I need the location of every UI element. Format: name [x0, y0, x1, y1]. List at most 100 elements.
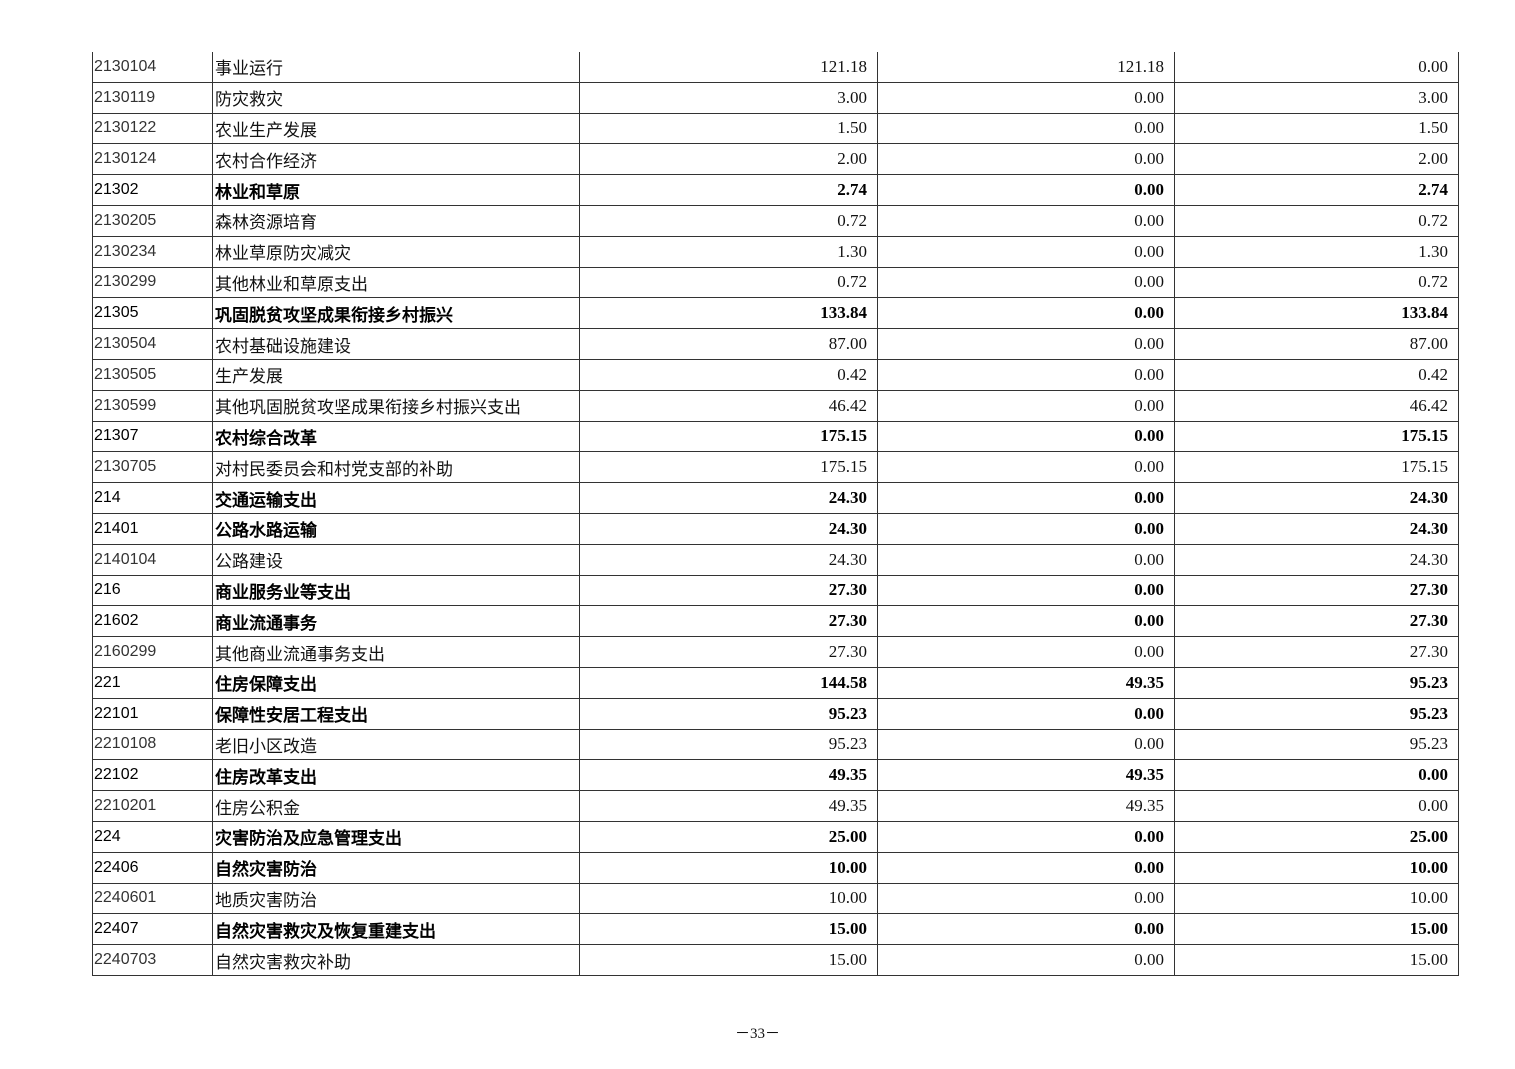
total-amount: 0.72 — [579, 204, 878, 237]
subject-name: 自然灾害防治 — [212, 851, 580, 884]
subject-code: 2130104 — [92, 52, 213, 83]
subject-name: 防灾救灾 — [212, 81, 580, 114]
total-amount: 95.23 — [579, 697, 878, 730]
project-expenditure: 10.00 — [1174, 851, 1459, 884]
total-amount: 15.00 — [579, 944, 878, 976]
total-amount: 46.42 — [579, 389, 878, 422]
project-expenditure: 24.30 — [1174, 543, 1459, 576]
subject-code: 216 — [92, 574, 213, 607]
total-amount: 49.35 — [579, 790, 878, 822]
basic-expenditure: 0.00 — [877, 574, 1175, 607]
subject-code: 2130122 — [92, 112, 213, 145]
subject-name: 商业服务业等支出 — [212, 574, 580, 607]
subject-name: 林业草原防灾减灾 — [212, 235, 580, 268]
table-row: 22101 保障性安居工程支出 95.23 0.00 95.23 — [92, 697, 1459, 730]
subject-name: 商业流通事务 — [212, 605, 580, 638]
subject-code: 2130505 — [92, 358, 213, 391]
basic-expenditure: 0.00 — [877, 266, 1175, 299]
basic-expenditure: 0.00 — [877, 389, 1175, 422]
table-row: 22102 住房改革支出 49.35 49.35 0.00 — [92, 759, 1459, 792]
table-row: 21307 农村综合改革 175.15 0.00 175.15 — [92, 420, 1459, 453]
table-row: 216 商业服务业等支出 27.30 0.00 27.30 — [92, 574, 1459, 607]
table-row: 2130234 林业草原防灾减灾 1.30 0.00 1.30 — [92, 235, 1459, 268]
subject-code: 22406 — [92, 851, 213, 884]
table-row: 2130122 农业生产发展 1.50 0.00 1.50 — [92, 112, 1459, 145]
basic-expenditure: 0.00 — [877, 81, 1175, 114]
subject-code: 2130299 — [92, 266, 213, 299]
table-row: 2160299 其他商业流通事务支出 27.30 0.00 27.30 — [92, 636, 1459, 668]
subject-code: 2210201 — [92, 790, 213, 822]
basic-expenditure: 0.00 — [877, 174, 1175, 206]
subject-code: 224 — [92, 820, 213, 853]
subject-name: 农业生产发展 — [212, 112, 580, 145]
subject-name: 林业和草原 — [212, 174, 580, 206]
subject-code: 2130119 — [92, 81, 213, 114]
subject-code: 2130504 — [92, 328, 213, 360]
table-row: 224 灾害防治及应急管理支出 25.00 0.00 25.00 — [92, 820, 1459, 853]
table-row: 2130705 对村民委员会和村党支部的补助 175.15 0.00 175.15 — [92, 451, 1459, 484]
project-expenditure: 24.30 — [1174, 482, 1459, 514]
table-row: 21305 巩固脱贫攻坚成果衔接乡村振兴 133.84 0.00 133.84 — [92, 297, 1459, 330]
subject-name: 生产发展 — [212, 358, 580, 391]
project-expenditure: 15.00 — [1174, 944, 1459, 976]
total-amount: 2.00 — [579, 143, 878, 176]
basic-expenditure: 0.00 — [877, 297, 1175, 330]
basic-expenditure: 0.00 — [877, 143, 1175, 176]
subject-code: 21307 — [92, 420, 213, 453]
subject-name: 森林资源培育 — [212, 204, 580, 237]
basic-expenditure: 49.35 — [877, 666, 1175, 699]
table-row: 214 交通运输支出 24.30 0.00 24.30 — [92, 482, 1459, 514]
subject-name: 农村基础设施建设 — [212, 328, 580, 360]
project-expenditure: 0.72 — [1174, 204, 1459, 237]
total-amount: 0.72 — [579, 266, 878, 299]
basic-expenditure: 0.00 — [877, 235, 1175, 268]
project-expenditure: 1.50 — [1174, 112, 1459, 145]
subject-code: 214 — [92, 482, 213, 514]
table-row: 2130205 森林资源培育 0.72 0.00 0.72 — [92, 204, 1459, 237]
basic-expenditure: 0.00 — [877, 204, 1175, 237]
subject-code: 2140104 — [92, 543, 213, 576]
project-expenditure: 2.00 — [1174, 143, 1459, 176]
project-expenditure: 25.00 — [1174, 820, 1459, 853]
total-amount: 24.30 — [579, 512, 878, 545]
project-expenditure: 3.00 — [1174, 81, 1459, 114]
project-expenditure: 95.23 — [1174, 666, 1459, 699]
subject-name: 交通运输支出 — [212, 482, 580, 514]
basic-expenditure: 0.00 — [877, 820, 1175, 853]
table-row: 221 住房保障支出 144.58 49.35 95.23 — [92, 666, 1459, 699]
project-expenditure: 0.72 — [1174, 266, 1459, 299]
subject-name: 事业运行 — [212, 52, 580, 83]
basic-expenditure: 0.00 — [877, 328, 1175, 360]
table-row: 2240703 自然灾害救灾补助 15.00 0.00 15.00 — [92, 944, 1459, 976]
table-row: 21401 公路水路运输 24.30 0.00 24.30 — [92, 512, 1459, 545]
basic-expenditure: 0.00 — [877, 944, 1175, 976]
total-amount: 27.30 — [579, 574, 878, 607]
subject-code: 2130234 — [92, 235, 213, 268]
subject-code: 221 — [92, 666, 213, 699]
basic-expenditure: 0.00 — [877, 358, 1175, 391]
basic-expenditure: 0.00 — [877, 636, 1175, 668]
total-amount: 3.00 — [579, 81, 878, 114]
table-row: 2130599 其他巩固脱贫攻坚成果衔接乡村振兴支出 46.42 0.00 46.42 — [92, 389, 1459, 422]
basic-expenditure: 0.00 — [877, 112, 1175, 145]
subject-name: 地质灾害防治 — [212, 882, 580, 915]
table-row: 21602 商业流通事务 27.30 0.00 27.30 — [92, 605, 1459, 638]
basic-expenditure: 0.00 — [877, 605, 1175, 638]
total-amount: 1.50 — [579, 112, 878, 145]
subject-name: 灾害防治及应急管理支出 — [212, 820, 580, 853]
subject-code: 21602 — [92, 605, 213, 638]
total-amount: 175.15 — [579, 420, 878, 453]
project-expenditure: 0.00 — [1174, 52, 1459, 83]
table-row: 2240601 地质灾害防治 10.00 0.00 10.00 — [92, 882, 1459, 915]
subject-name: 其他商业流通事务支出 — [212, 636, 580, 668]
subject-name: 自然灾害救灾及恢复重建支出 — [212, 913, 580, 946]
table-row: 2130104 事业运行 121.18 121.18 0.00 — [92, 52, 1459, 83]
basic-expenditure: 0.00 — [877, 851, 1175, 884]
subject-code: 2130205 — [92, 204, 213, 237]
project-expenditure: 95.23 — [1174, 728, 1459, 761]
basic-expenditure: 0.00 — [877, 697, 1175, 730]
project-expenditure: 95.23 — [1174, 697, 1459, 730]
subject-name: 巩固脱贫攻坚成果衔接乡村振兴 — [212, 297, 580, 330]
total-amount: 10.00 — [579, 882, 878, 915]
basic-expenditure: 49.35 — [877, 790, 1175, 822]
